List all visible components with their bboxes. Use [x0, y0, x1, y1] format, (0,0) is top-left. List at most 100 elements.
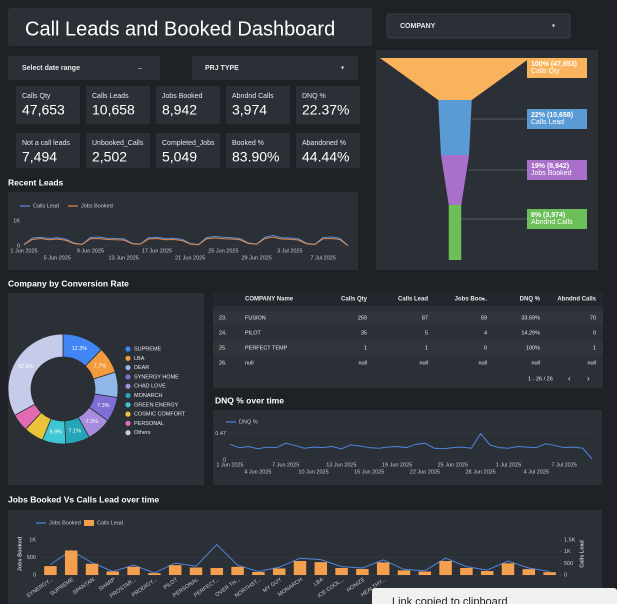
legend-swatch: [125, 374, 131, 380]
x-tick-label: 10 Jun 2025: [298, 469, 328, 475]
funnel-label-box: [527, 160, 587, 180]
bar: [418, 571, 432, 575]
legend-swatch: [125, 365, 131, 371]
kpi-label: Not a call leads: [22, 140, 70, 147]
table-cell: 33.59%: [521, 315, 540, 321]
kpi-card: [16, 86, 80, 124]
x-tick-label: 25 Jun 2025: [438, 462, 468, 468]
x-tick-label: 1 Jul 2025: [496, 462, 521, 468]
kpi-card: [86, 86, 150, 124]
dropdown-arrow: ▾: [341, 66, 344, 72]
table-header-bg: [213, 292, 603, 306]
line-series: [229, 432, 593, 460]
date-filter[interactable]: [8, 56, 160, 80]
legend-swatch: [84, 520, 94, 526]
x-tick-label: 16 Jun 2025: [354, 469, 384, 475]
bar: [127, 566, 140, 575]
table-cell: 14.29%: [521, 330, 540, 336]
y2-tick-label: 0: [564, 572, 567, 578]
kpi-label: Abandoned %: [302, 140, 346, 147]
bar: [356, 568, 369, 575]
legend-label: Calls Lead: [97, 520, 123, 526]
line-series: [50, 543, 550, 574]
y2-tick-label: 1.5K: [564, 537, 576, 543]
slice-label: 32.9%: [18, 364, 34, 370]
bar: [480, 571, 494, 575]
y2-tick-label: 1K: [564, 549, 571, 555]
funnel-category: Calls Lead: [531, 119, 564, 126]
dropdown-arrow: –: [138, 65, 142, 72]
table-cell: null: [587, 360, 596, 366]
x-tick-label: 5 Jun 2025: [44, 255, 71, 261]
legend-label: DEAR: [134, 365, 149, 371]
table-cell: 1: [364, 345, 367, 351]
kpi-card: [16, 133, 80, 168]
table-cell: 259: [358, 315, 367, 321]
legend-label: Calls Lead: [33, 203, 59, 209]
page-prev[interactable]: ‹: [568, 374, 571, 383]
bar: [64, 550, 78, 575]
table-cell: null: [478, 360, 487, 366]
x-tick-label: 1 Jun 2025: [10, 248, 37, 254]
dropdown-arrow: ▾: [552, 24, 555, 30]
column-header: Abndnd Calls: [557, 297, 596, 303]
kpi-label: Completed_Jobs: [162, 140, 215, 147]
legend-label: DNQ %: [239, 419, 258, 425]
legend-label: Others: [134, 430, 151, 436]
y2-axis-label: Calls Lead: [579, 540, 585, 568]
kpi-value: 5,049: [162, 149, 197, 165]
bar: [439, 561, 452, 575]
prj-filter[interactable]: [192, 56, 358, 80]
y-tick-label: 0: [223, 457, 226, 463]
table-cell: null: [419, 360, 428, 366]
legend-label: SYNERGY HOME: [134, 374, 179, 380]
bar: [210, 568, 224, 575]
kpi-card: [296, 133, 360, 168]
funnel-category: Calls Qty: [531, 68, 560, 75]
table-cell: 1: [425, 345, 428, 351]
pagination: 1 - 26 / 26: [528, 376, 553, 382]
page-next[interactable]: ›: [587, 374, 590, 383]
y-tick-label: 1K: [13, 218, 20, 224]
column-header: DNQ %: [520, 297, 541, 303]
column-header: Calls Lead: [398, 297, 428, 303]
bar: [501, 563, 515, 575]
y-axis-label: Jobs Booked: [17, 537, 23, 572]
slice-label: 7.3%: [97, 403, 110, 409]
kpi-value: 47,653: [22, 102, 65, 118]
table-row-bg: [213, 341, 603, 355]
kpi-card: [226, 86, 290, 124]
kpi-label: Jobs Booked: [162, 93, 203, 100]
kpi-label: DNQ %: [302, 93, 326, 100]
legend-swatch: [125, 430, 131, 436]
bar: [397, 570, 411, 575]
legend-swatch: [125, 392, 131, 399]
x-tick-label: 13 Jun 2025: [109, 255, 139, 261]
slice-label: 6.9%: [50, 429, 63, 435]
y-tick-label: 500: [27, 555, 36, 561]
funnel-label-box: [527, 109, 587, 129]
kpi-value: 83.90%: [232, 149, 279, 165]
x-tick-label: 29 Jun 2025: [241, 255, 271, 261]
kpi-value: 3,974: [232, 102, 267, 118]
table-cell: 59: [481, 315, 487, 321]
company-dropdown[interactable]: [386, 13, 571, 39]
table-cell: 100%: [526, 345, 540, 351]
funnel-value-label: 22% (10,658): [531, 112, 573, 119]
table-cell: 5: [425, 330, 428, 336]
x-tick-label: 13 Jun 2025: [326, 462, 356, 468]
legend-label: CHAD LOVE: [134, 384, 166, 390]
bar: [272, 568, 286, 575]
table-cell: 87: [422, 315, 428, 321]
table-cell: PERFECT TEMP: [245, 345, 288, 351]
x-tick-label: LBA: [313, 577, 325, 588]
kpi-label: Unbooked_Calls: [92, 140, 144, 147]
funnel-segment: [448, 205, 462, 260]
funnel-value-label: 100% (47,653): [531, 61, 577, 68]
y2-tick-label: 500: [564, 561, 573, 567]
funnel-label-box: [527, 58, 587, 78]
kpi-label: Calls Leads: [92, 93, 129, 100]
funnel-category: Abndnd Calls: [531, 219, 573, 226]
legend-label: MONARCH: [134, 393, 162, 399]
table-cell: 25.: [219, 345, 227, 351]
